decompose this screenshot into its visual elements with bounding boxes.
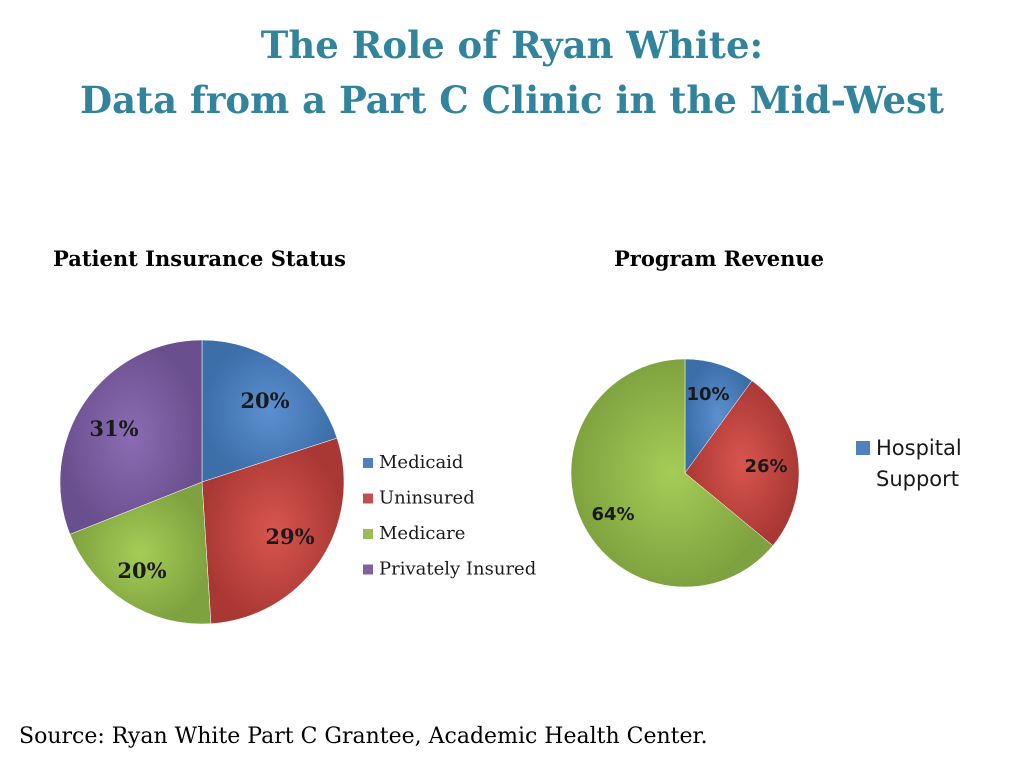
legend1-swatch-uninsured [363, 493, 373, 504]
pie1-label-uninsured: 29% [265, 524, 314, 549]
pie2-slice-hospital-support [684, 358, 753, 474]
slide-title-line1: The Role of Ryan White: [260, 23, 764, 67]
legend1-swatch-privately-insured [363, 564, 373, 575]
legend2-label-line1: Hospital [876, 436, 962, 460]
pie2-slice-slice-2 [684, 380, 800, 547]
pie2-slice-slice-3 [570, 358, 774, 588]
legend1-label-medicare: Medicare [379, 523, 465, 544]
legend1-label-uninsured: Uninsured [379, 488, 475, 509]
pie2-label-slice-2: 26% [744, 456, 787, 477]
revenue-chart-title: Program Revenue [614, 246, 825, 271]
pie1-slice-privately-insured [59, 339, 203, 535]
pie2-label-hospital-support: 10% [686, 384, 729, 405]
source-note: Source: Ryan White Part C Grantee, Acade… [19, 724, 708, 749]
legend1-label-privately-insured: Privately Insured [379, 559, 536, 580]
legend1-label-medicaid: Medicaid [379, 452, 463, 473]
pie1-slice-medicare [69, 481, 212, 625]
pie1-label-privately-insured: 31% [89, 416, 138, 441]
pie1-label-medicaid: 20% [240, 388, 289, 413]
pie1-slice-medicaid [201, 339, 338, 483]
legend1-swatch-medicare [363, 529, 373, 539]
pie2-label-slice-3: 64% [591, 504, 634, 525]
pie1-slice-uninsured [201, 437, 345, 624]
insurance-chart-title: Patient Insurance Status [53, 246, 346, 271]
legend2-label-line2: Support [876, 467, 959, 491]
slide-title-line2: Data from a Part C Clinic in the Mid-Wes… [80, 78, 944, 122]
pie1-label-medicare: 20% [117, 558, 166, 583]
legend2-swatch-hospital-support [856, 441, 870, 455]
legend1-swatch-medicaid [363, 458, 373, 468]
